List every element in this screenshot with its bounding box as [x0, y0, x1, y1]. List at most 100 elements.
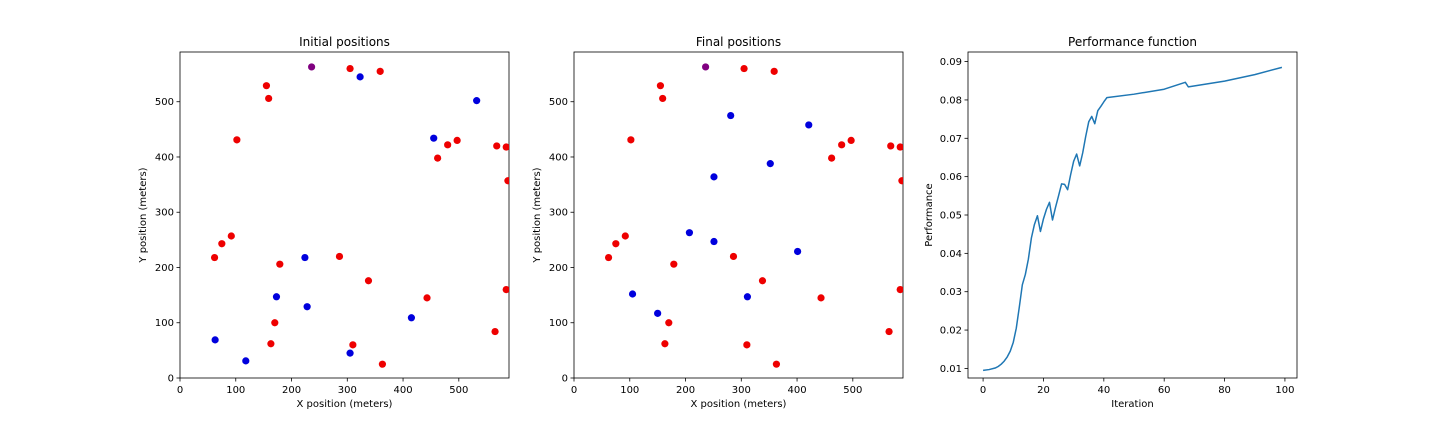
data-point-blue	[272, 293, 281, 301]
data-point-red	[502, 285, 509, 294]
data-point-red	[621, 232, 629, 240]
chart-title: Initial positions	[299, 35, 390, 49]
plot-area	[604, 63, 903, 368]
data-point-red	[604, 253, 613, 262]
data-point-red	[335, 252, 344, 261]
data-point-red	[665, 319, 673, 327]
data-point-red	[898, 177, 903, 185]
x-tick-label: 500	[843, 385, 862, 396]
data-point-red	[276, 260, 284, 268]
data-point-red	[346, 64, 354, 73]
data-point-blue	[727, 111, 735, 120]
data-point-blue	[628, 290, 637, 298]
y-tick-label: 0.03	[940, 287, 962, 298]
data-point-red	[817, 294, 825, 302]
x-tick-label: 300	[732, 385, 751, 396]
data-point-red	[210, 253, 219, 262]
data-point-purple	[308, 63, 316, 71]
data-point-red	[227, 232, 235, 240]
data-point-red	[376, 67, 384, 75]
y-tick-label: 100	[549, 318, 568, 329]
data-point-blue	[743, 293, 752, 301]
data-point-red	[265, 94, 273, 103]
x-tick-label: 100	[1275, 385, 1294, 396]
data-point-red	[656, 82, 665, 90]
x-tick-label: 0	[177, 385, 183, 396]
data-point-red	[218, 240, 226, 248]
chart-1: 0 100 200 300 400 500 0 100 200 300 400 500 Initial …	[138, 35, 510, 410]
data-point-blue	[685, 229, 694, 237]
y-tick-label: 0	[168, 374, 174, 385]
data-point-blue	[430, 134, 438, 142]
data-point-red	[758, 277, 767, 285]
data-point-blue	[794, 247, 802, 256]
y-tick-label: 500	[155, 97, 174, 108]
chart-title: Performance function	[1068, 35, 1197, 49]
y-tick-label: 300	[155, 208, 174, 219]
data-point-red	[743, 341, 751, 349]
data-point-red	[493, 142, 501, 150]
data-point-red	[504, 177, 509, 185]
x-tick-label: 400	[788, 385, 807, 396]
data-point-red	[896, 143, 903, 151]
data-point-red	[887, 142, 895, 150]
data-point-red	[896, 285, 903, 294]
data-point-blue	[242, 357, 250, 365]
x-tick-label: 0	[571, 385, 577, 396]
data-point-red	[378, 360, 387, 368]
y-tick-label: 400	[155, 152, 174, 163]
chart-2: 0 100 200 300 400 500 0 100 200 300 400 500 Final po…	[532, 35, 904, 410]
y-tick-label: 0.07	[940, 134, 962, 145]
data-point-red	[444, 141, 452, 149]
x-axis-label: X position (meters)	[297, 399, 393, 410]
axes-frame	[573, 51, 904, 379]
data-point-red	[491, 327, 499, 336]
data-point-red	[885, 327, 893, 336]
y-tick-label: 500	[549, 97, 568, 108]
data-point-purple	[702, 63, 710, 71]
data-point-blue	[654, 309, 662, 317]
y-tick-label: 300	[549, 208, 568, 219]
x-tick-label: 400	[394, 385, 413, 396]
data-point-blue	[356, 73, 364, 81]
data-point-red	[364, 277, 373, 285]
data-point-red	[434, 154, 442, 162]
y-tick-label: 0.06	[940, 172, 962, 183]
y-tick-label: 0.01	[940, 364, 962, 375]
data-point-red	[271, 319, 279, 327]
y-tick-label: 200	[155, 263, 174, 274]
x-tick-label: 500	[449, 385, 468, 396]
data-point-blue	[473, 97, 481, 105]
x-tick-label: 60	[1158, 385, 1171, 396]
axes-frame	[967, 51, 1298, 379]
data-point-blue	[407, 314, 416, 322]
data-point-red	[770, 67, 778, 75]
data-point-red	[349, 341, 357, 349]
x-tick-label: 200	[676, 385, 695, 396]
data-point-blue	[710, 173, 718, 181]
chart-title: Final positions	[696, 35, 781, 49]
x-tick-label: 200	[282, 385, 301, 396]
x-tick-label: 80	[1218, 385, 1231, 396]
data-point-red	[847, 136, 855, 145]
y-tick-label: 0	[562, 374, 568, 385]
data-point-red	[729, 252, 738, 261]
data-point-red	[627, 136, 635, 144]
data-point-red	[262, 82, 271, 90]
y-axis-label: Performance	[924, 183, 935, 246]
y-tick-label: 0.08	[940, 95, 962, 106]
data-point-blue	[805, 121, 813, 129]
data-point-red	[233, 136, 241, 144]
data-point-red	[661, 340, 669, 348]
data-point-red	[772, 360, 781, 368]
axes-frame	[179, 51, 510, 379]
plot-area	[210, 63, 509, 368]
y-axis-label: Y position (meters)	[532, 167, 543, 263]
data-point-blue	[346, 349, 354, 357]
y-tick-label: 0.04	[940, 249, 962, 260]
data-point-red	[838, 141, 846, 149]
chart-3: 0 20 40 60 80 100 0.01 0.02 0.03 0.04 0.05 0.06 0.07…	[924, 35, 1298, 410]
x-tick-label: 300	[338, 385, 357, 396]
data-point-blue	[710, 237, 718, 246]
data-point-red	[612, 240, 620, 248]
